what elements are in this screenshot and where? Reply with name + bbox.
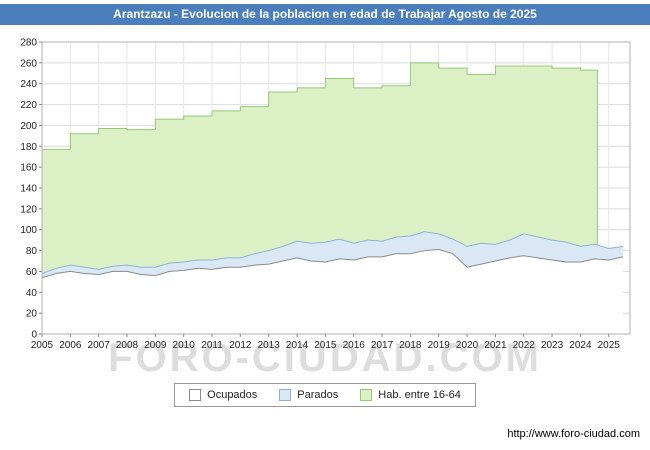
svg-text:2023: 2023 (541, 340, 564, 351)
svg-text:2011: 2011 (201, 340, 223, 351)
svg-text:280: 280 (20, 38, 37, 49)
legend-item-ocupados: Ocupados (189, 389, 257, 401)
svg-text:2025: 2025 (598, 340, 621, 351)
svg-text:2019: 2019 (428, 340, 451, 351)
svg-text:2024: 2024 (569, 340, 592, 351)
svg-text:2012: 2012 (229, 340, 252, 351)
svg-text:180: 180 (20, 142, 37, 153)
svg-text:240: 240 (20, 79, 37, 90)
svg-text:2010: 2010 (173, 340, 196, 351)
svg-text:100: 100 (20, 225, 37, 236)
svg-text:2018: 2018 (399, 340, 422, 351)
legend-item-hab-entre-16-64: Hab. entre 16-64 (360, 389, 461, 401)
svg-text:2017: 2017 (371, 340, 394, 351)
legend: Ocupados Parados Hab. entre 16-64 (174, 383, 476, 407)
site-url[interactable]: http://www.foro-ciudad.com (507, 428, 640, 440)
legend-swatch (360, 389, 373, 401)
svg-text:80: 80 (26, 246, 38, 257)
svg-text:140: 140 (20, 184, 37, 195)
legend-label: Parados (297, 389, 339, 401)
svg-text:2022: 2022 (513, 340, 536, 351)
svg-text:2007: 2007 (88, 340, 111, 351)
legend-item-parados: Parados (279, 389, 338, 401)
svg-text:2021: 2021 (484, 340, 507, 351)
svg-text:2008: 2008 (116, 340, 139, 351)
chart-title: Arantzazu - Evolucion de la poblacion en… (0, 4, 650, 25)
svg-text:200: 200 (20, 121, 37, 132)
svg-text:40: 40 (26, 288, 38, 299)
legend-swatch (189, 389, 202, 401)
svg-text:0: 0 (31, 330, 37, 341)
svg-text:60: 60 (26, 267, 38, 278)
svg-text:20: 20 (26, 309, 38, 320)
svg-text:2009: 2009 (144, 340, 167, 351)
svg-text:2006: 2006 (59, 340, 82, 351)
svg-text:2014: 2014 (286, 340, 309, 351)
svg-text:2015: 2015 (314, 340, 337, 351)
legend-swatch (279, 389, 292, 401)
svg-text:220: 220 (20, 100, 37, 111)
svg-text:160: 160 (20, 163, 37, 174)
svg-text:2020: 2020 (456, 340, 479, 351)
svg-text:260: 260 (20, 58, 37, 69)
svg-text:2005: 2005 (31, 340, 54, 351)
legend-row: Ocupados Parados Hab. entre 16-64 (0, 383, 650, 407)
svg-text:120: 120 (20, 204, 37, 215)
legend-label: Ocupados (207, 389, 258, 401)
population-area-chart: 0 20 40 60 80 100 120 140 160 180 200 220 240 260 280 2… (20, 38, 631, 351)
svg-text:2016: 2016 (343, 340, 366, 351)
legend-label: Hab. entre 16-64 (378, 389, 461, 401)
svg-text:2013: 2013 (258, 340, 281, 351)
